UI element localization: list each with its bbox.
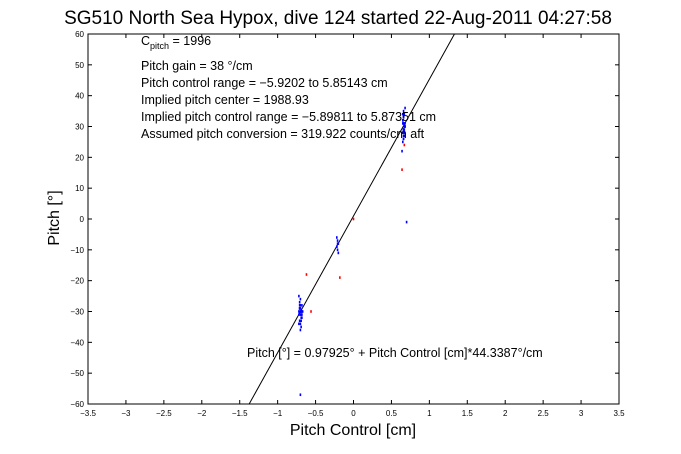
c-pitch-subscript: pitch [150, 41, 169, 51]
data-point-blue [403, 125, 406, 128]
data-point-red [352, 217, 355, 221]
x-tick-label: 1.5 [462, 409, 474, 418]
data-point-blue [402, 134, 405, 138]
y-axis-label: Pitch [°] [46, 190, 63, 245]
y-tick-label: 10 [75, 184, 84, 193]
x-tick-label: −3.5 [80, 409, 96, 418]
fit-line [248, 34, 455, 404]
data-point-blue [299, 310, 302, 313]
x-tick-label: −2.5 [156, 409, 172, 418]
data-layer [248, 34, 455, 404]
y-tick-label: −30 [70, 308, 84, 317]
data-point-blue [336, 245, 338, 249]
fit-equation-label: Pitch [°] = 0.97925° + Pitch Control [cm… [247, 346, 543, 360]
data-point-blue [402, 109, 405, 113]
data-point-blue [336, 248, 339, 252]
x-tick-label: 0.5 [386, 409, 398, 418]
chart-title: SG510 North Sea Hypox, dive 124 started … [64, 8, 612, 29]
axis-ticks: −3.5 −3 −2.5 −2 −1.5 −1 −0.5 0 0.5 1 1.5 2 2.5 3 3.5 −6… [70, 30, 625, 418]
data-point-blue [336, 236, 338, 239]
x-tick-label: 3.5 [613, 409, 625, 418]
data-point-blue [299, 328, 302, 332]
data-point-blue [300, 325, 302, 329]
implied-pitch-center-annotation: Implied pitch center = 1988.93 [141, 93, 309, 107]
data-point-blue [298, 322, 300, 326]
data-point-blue [402, 137, 405, 141]
data-point-red [310, 310, 312, 313]
y-tick-label: 20 [75, 153, 84, 162]
data-point-blue [402, 122, 404, 125]
data-point-blue [300, 316, 302, 319]
x-tick-label: −2 [197, 409, 207, 418]
x-tick-label: 2.5 [538, 409, 550, 418]
y-tick-label: 60 [75, 30, 84, 39]
data-point-blue [300, 319, 302, 323]
data-point-blue [402, 115, 405, 119]
data-point-blue [402, 128, 405, 131]
x-tick-label: 2 [503, 409, 508, 418]
data-point-blue [405, 220, 408, 224]
data-point-blue [299, 297, 302, 301]
data-point-blue [298, 294, 300, 298]
data-point-red [403, 143, 406, 147]
implied-pitch-control-range-annotation: Implied pitch control range = −5.89811 t… [141, 110, 436, 124]
data-point-blue [298, 307, 301, 310]
data-point-blue [403, 112, 406, 116]
y-tick-label: −50 [70, 369, 84, 378]
data-point-blue [401, 149, 403, 153]
x-tick-label: −1.5 [232, 409, 248, 418]
data-point-blue [404, 106, 406, 110]
data-point-blue [298, 310, 300, 313]
data-point-blue [402, 140, 404, 144]
pitch-gain-annotation: Pitch gain = 38 °/cm [141, 59, 253, 73]
data-point-red [401, 168, 403, 171]
data-point-blue [403, 131, 406, 134]
data-point-blue [402, 131, 404, 134]
y-tick-label: 50 [75, 61, 84, 70]
data-point-blue [336, 242, 339, 245]
x-tick-label: 3 [579, 409, 584, 418]
c-pitch-symbol: C [141, 34, 150, 48]
data-point-blue [403, 122, 406, 125]
y-tick-label: −60 [70, 400, 84, 409]
x-tick-label: −3 [121, 409, 131, 418]
annotations: Cpitch = 1996 Pitch gain = 38 °/cm Pitch… [141, 34, 543, 360]
data-point-blue [301, 304, 303, 307]
x-tick-label: −0.5 [308, 409, 324, 418]
c-pitch-annotation: Cpitch = 1996 [141, 34, 211, 51]
data-point-blue [299, 313, 302, 316]
data-point-blue [298, 319, 301, 323]
x-tick-label: 1 [427, 409, 432, 418]
y-tick-label: 30 [75, 123, 84, 132]
y-tick-label: 40 [75, 92, 84, 101]
data-point-blue [298, 300, 301, 304]
pitch-control-range-annotation: Pitch control range = −5.9202 to 5.85143… [141, 76, 388, 90]
data-point-blue [336, 239, 339, 242]
data-point-blue [402, 112, 404, 116]
c-pitch-value: = 1996 [169, 34, 211, 48]
data-point-red [305, 273, 308, 276]
data-point-blue [299, 393, 302, 397]
y-tick-label: 0 [80, 215, 85, 224]
x-axis-label: Pitch Control [cm] [290, 422, 416, 439]
data-point-red [339, 276, 341, 279]
x-tick-label: −1 [273, 409, 283, 418]
data-point-blue [337, 251, 340, 255]
y-tick-label: −20 [70, 277, 84, 286]
data-point-blue [298, 304, 301, 307]
y-tick-label: −40 [70, 338, 84, 347]
plot-area: −3.5 −3 −2.5 −2 −1.5 −1 −0.5 0 0.5 1 1.5 2 2.5 3 3.5 −6… [70, 30, 625, 418]
data-point-blue [298, 313, 300, 316]
data-point-blue [299, 322, 302, 326]
data-point-blue [402, 119, 404, 122]
x-tick-label: 0 [351, 409, 356, 418]
data-point-blue [301, 313, 303, 316]
assumed-pitch-conversion-annotation: Assumed pitch conversion = 319.922 count… [141, 127, 425, 141]
y-tick-label: −10 [70, 246, 84, 255]
